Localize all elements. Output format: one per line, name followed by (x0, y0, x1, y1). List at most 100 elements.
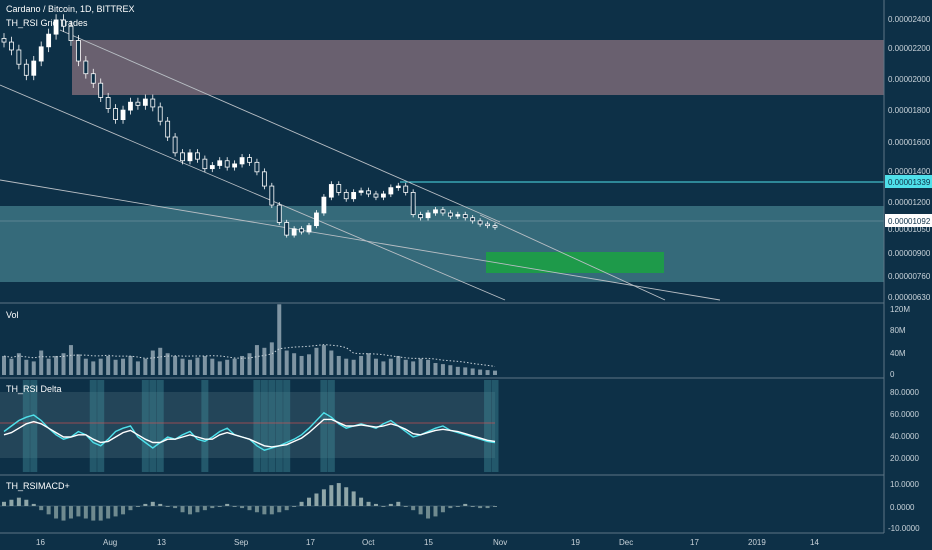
macd-bar (470, 506, 475, 507)
candle (284, 222, 290, 236)
candle (470, 217, 476, 222)
macd-bar (16, 497, 21, 506)
macd-bar (247, 506, 252, 511)
macd-bar (83, 506, 88, 519)
overlay-indicator-label[interactable]: TH_RSI Grid Trades (6, 18, 88, 28)
volume-bar (344, 358, 349, 375)
candle (247, 157, 252, 163)
candle (135, 101, 141, 106)
volume-bar (269, 342, 274, 375)
candlestick-series[interactable] (1, 14, 498, 238)
volume-bar (307, 354, 312, 375)
macd-bar (292, 506, 297, 507)
volume-bar (373, 358, 378, 375)
volume-bar (54, 355, 59, 375)
time-tick: Sep (234, 538, 249, 547)
candle (306, 225, 312, 233)
volume-bar (128, 355, 133, 375)
macd-bar (351, 491, 356, 506)
time-tick: 17 (306, 538, 315, 547)
candle (31, 60, 37, 76)
time-tick: 13 (157, 538, 166, 547)
rsi-highlight-columns (22, 380, 499, 472)
trend-line-upper[interactable] (59, 29, 501, 223)
price-tick: 0.00001400 (888, 167, 931, 176)
candle (68, 25, 74, 41)
time-tick: 15 (424, 538, 433, 547)
volume-bar (240, 355, 245, 375)
resistance-zone[interactable] (72, 40, 884, 95)
macd-bar (158, 503, 163, 506)
macd-bar (314, 493, 319, 506)
price-tick: 0.00002000 (888, 75, 931, 84)
macd-bar (24, 499, 29, 506)
volume-bar (165, 353, 170, 375)
trend-line-lower[interactable] (0, 84, 506, 301)
candle (195, 152, 200, 160)
volume-pane-label[interactable]: Vol (6, 310, 19, 320)
volume-bar (493, 370, 497, 375)
rsi-highlight (149, 380, 157, 472)
rsi-pane-label[interactable]: TH_RSI Delta (6, 384, 62, 394)
macd-bar (426, 506, 431, 519)
volume-bar (292, 353, 297, 375)
candle (492, 225, 498, 228)
volume-bar (121, 358, 126, 375)
volume-bar (91, 361, 96, 375)
time-tick: 14 (810, 538, 819, 547)
rsi-highlight (260, 380, 268, 472)
rsi-highlight (30, 380, 38, 472)
rsi-band (0, 392, 495, 458)
candle (373, 193, 379, 198)
candle (105, 97, 111, 109)
macd-bar (381, 506, 386, 507)
candle (388, 187, 394, 195)
candle (232, 163, 238, 168)
macd-histogram[interactable] (2, 483, 497, 521)
support-zone[interactable] (0, 206, 884, 282)
price-tick: 0.00000900 (888, 249, 931, 258)
candle (75, 40, 81, 62)
macd-bar (54, 506, 59, 519)
macd-bar (455, 506, 460, 507)
volume-bar (173, 355, 178, 375)
rsi-slow-line[interactable] (3, 418, 496, 448)
volume-bar (46, 358, 51, 375)
volume-bar (388, 358, 393, 375)
candle (172, 136, 178, 154)
price-axis[interactable]: 0.00002400 0.00002200 0.00002000 0.00001… (888, 15, 931, 302)
macd-pane-label[interactable]: TH_RSIMACD+ (6, 481, 70, 491)
volume-bar (321, 345, 326, 375)
candle (447, 212, 453, 217)
level-price-badge (885, 175, 932, 188)
candle (351, 191, 357, 200)
last-price-label: 0.00001092 (888, 217, 931, 226)
macd-bar (98, 506, 103, 521)
candle (113, 108, 118, 121)
trend-line-projection[interactable] (479, 214, 666, 301)
volume-bar (247, 353, 252, 375)
volume-bar (2, 355, 6, 375)
rsi-highlight (327, 380, 335, 472)
price-tick: 0.00000760 (888, 272, 931, 281)
candle (224, 160, 230, 168)
candle (314, 212, 319, 227)
candle (395, 185, 401, 189)
volume-bar (217, 361, 222, 375)
volume-bar (396, 355, 401, 375)
candle (254, 161, 260, 173)
time-axis[interactable]: 16 Aug 13 Sep 17 Oct 15 Nov 19 Dec 17 20… (36, 538, 819, 547)
candle (16, 49, 22, 65)
trend-line-long[interactable] (0, 179, 721, 301)
volume-bar (455, 366, 460, 375)
macd-bar (240, 506, 245, 509)
candle (165, 120, 171, 138)
macd-bar (366, 501, 371, 506)
target-zone[interactable] (486, 252, 664, 273)
volume-series[interactable] (2, 304, 497, 375)
macd-bar (329, 485, 334, 506)
macd-bar (284, 506, 289, 511)
macd-bar (180, 506, 185, 513)
macd-bar (254, 506, 259, 513)
